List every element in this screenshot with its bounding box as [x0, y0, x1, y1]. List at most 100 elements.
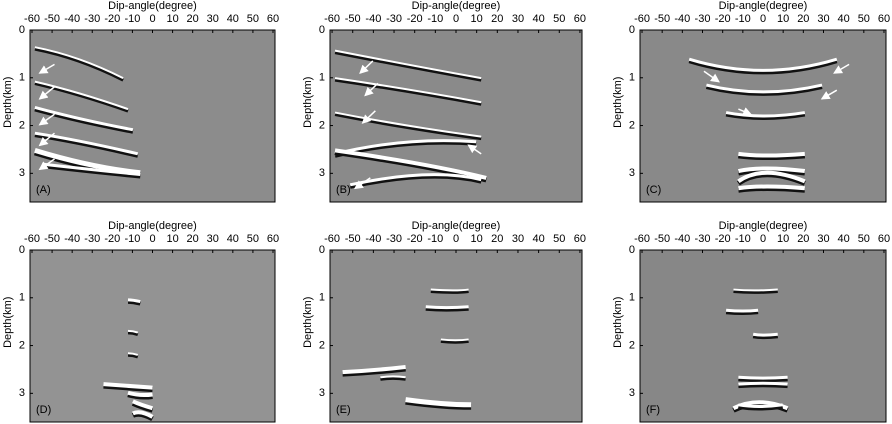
reflection-event	[725, 308, 759, 313]
x-tick-label: 20	[797, 233, 809, 245]
reflection-event	[127, 329, 139, 334]
panel-label: (D)	[36, 404, 51, 416]
x-tick-label: 50	[858, 13, 870, 25]
reflection-shadow	[430, 290, 469, 294]
x-tick-label: -10	[427, 13, 443, 25]
arrow	[38, 132, 55, 147]
reflection-shadow	[738, 383, 788, 389]
x-tick-label: -20	[104, 233, 120, 245]
x-tick-label: 10	[166, 13, 178, 25]
x-tick-label: 20	[187, 13, 199, 25]
x-tick-label: 0	[760, 233, 766, 245]
x-tick-label: 10	[166, 233, 178, 245]
x-tick-label: -10	[735, 233, 751, 245]
x-tick-label: -50	[654, 233, 670, 245]
reflection-shadow	[34, 47, 124, 82]
reflection-event	[42, 162, 141, 176]
x-tick-label: 30	[512, 13, 524, 25]
reflection-event	[725, 111, 806, 118]
x-tick-label: -30	[84, 13, 100, 25]
reflection-shadow	[127, 299, 141, 306]
y-tick-label: 0	[629, 244, 635, 256]
x-tick-label: 0	[149, 233, 155, 245]
reflection-event	[430, 288, 469, 292]
x-tick-label: -30	[695, 233, 711, 245]
reflection-event	[752, 332, 778, 337]
x-tick-label: 50	[553, 233, 565, 245]
x-tick-label: 0	[760, 13, 766, 25]
reflection-shadow	[34, 133, 139, 158]
reflection-event	[440, 338, 469, 342]
y-tick-label: 3	[19, 167, 25, 179]
x-tick-label: 60	[267, 233, 279, 245]
x-axis-title: Dip-angle(degree)	[719, 220, 808, 232]
plot-frame	[29, 249, 276, 423]
reflection-shadow	[334, 78, 482, 106]
reflection-event	[738, 151, 805, 158]
x-tick-label: -40	[365, 233, 381, 245]
panel: Dip-angle(degree) Depth(km) -60 -50 -40 -30 -2…	[302, 0, 586, 203]
y-tick-label: 0	[19, 244, 25, 256]
reflection-shadow	[349, 174, 482, 189]
panel-label: (A)	[36, 184, 51, 196]
x-axis-title: Dip-angle(degree)	[719, 0, 808, 12]
reflection-event	[732, 400, 789, 411]
x-tick-label: 30	[817, 233, 829, 245]
reflection-event	[34, 46, 124, 80]
x-tick-label: 0	[453, 233, 459, 245]
y-tick-label: 3	[629, 387, 635, 399]
x-tick-label: -20	[715, 233, 731, 245]
reflection-shadow	[425, 306, 469, 312]
y-tick-label: 0	[319, 244, 325, 256]
x-tick-label: 40	[532, 13, 544, 25]
x-tick-label: 20	[187, 233, 199, 245]
x-tick-label: -60	[634, 13, 650, 25]
x-axis-title: Dip-angle(degree)	[108, 220, 197, 232]
plot-frame	[29, 29, 276, 203]
x-tick-label: 30	[817, 13, 829, 25]
reflection-event	[34, 80, 129, 111]
x-tick-label: 40	[227, 13, 239, 25]
y-tick-label: 2	[629, 339, 635, 351]
reflection-shadow	[334, 51, 482, 82]
x-tick-label: -20	[104, 13, 120, 25]
reflection-event	[738, 184, 805, 191]
x-tick-label: -60	[24, 13, 40, 25]
y-tick-label: 1	[629, 292, 635, 304]
x-tick-label: 10	[777, 233, 789, 245]
y-tick-label: 2	[319, 119, 325, 131]
reflection-shadow	[725, 112, 806, 120]
x-tick-label: 50	[858, 233, 870, 245]
reflection-shadow	[334, 113, 482, 141]
y-axis-title: Depth(km)	[302, 297, 314, 348]
reflection-shadow	[705, 85, 823, 96]
image-background	[330, 250, 582, 422]
reflection-event	[334, 49, 482, 80]
x-tick-label: 30	[207, 13, 219, 25]
x-tick-label: 20	[491, 13, 503, 25]
plot-frame	[639, 29, 887, 203]
x-tick-label: 30	[512, 233, 524, 245]
reflection-event	[688, 57, 838, 72]
panel: Dip-angle(degree) Depth(km) -60 -50 -40 -30 -2…	[2, 220, 279, 423]
panel: Dip-angle(degree) Depth(km) -60 -50 -40 -30 -2…	[612, 0, 890, 203]
panel-label: (C)	[646, 184, 661, 196]
x-tick-label: 30	[207, 233, 219, 245]
reflection-event	[738, 381, 788, 386]
x-tick-label: 10	[471, 13, 483, 25]
reflection-shadow	[440, 339, 469, 344]
x-tick-label: 10	[471, 233, 483, 245]
x-tick-label: -40	[674, 233, 690, 245]
reflection-shadow	[752, 334, 778, 340]
x-tick-label: -50	[44, 13, 60, 25]
reflection-event	[334, 111, 482, 138]
reflection-shadow	[42, 164, 141, 179]
x-tick-label: 60	[574, 233, 586, 245]
reflection-shadow	[738, 377, 788, 383]
x-tick-label: -20	[407, 233, 423, 245]
y-axis-title: Depth(km)	[612, 297, 624, 348]
x-tick-label: 40	[838, 233, 850, 245]
x-tick-label: 50	[247, 13, 259, 25]
